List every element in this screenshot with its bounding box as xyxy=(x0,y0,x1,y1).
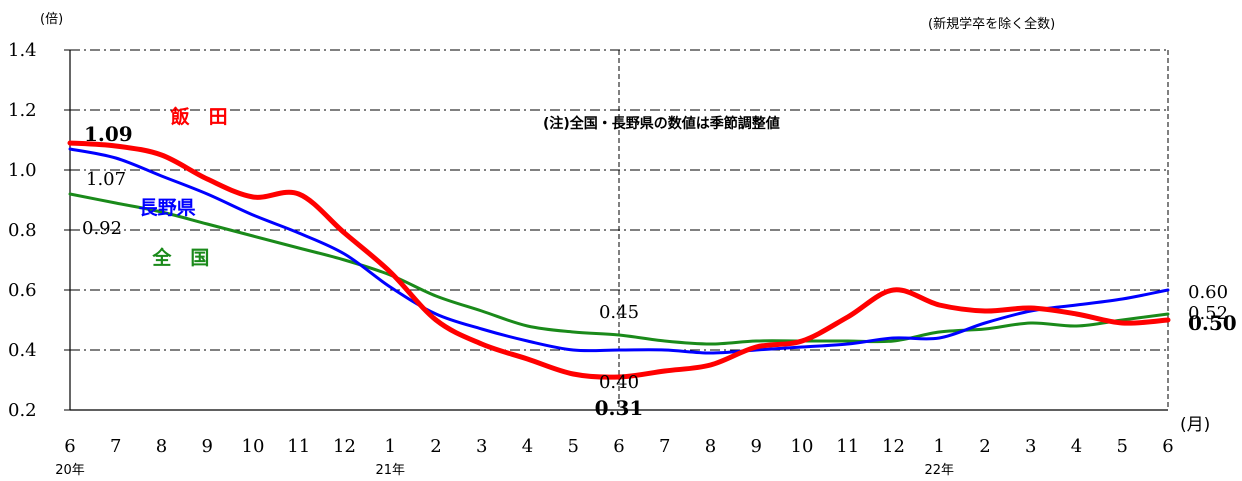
x-tick-label: 7 xyxy=(110,436,121,457)
year-labels: 20年 21年 22年 xyxy=(55,463,954,478)
y-tick-label: 1.0 xyxy=(8,160,37,181)
year-label: 20年 xyxy=(55,463,85,478)
center-note: (注)全国・長野県の数値は季節調整値 xyxy=(543,115,780,132)
year-label: 22年 xyxy=(924,463,954,478)
y-tick-label: 0.2 xyxy=(8,400,37,421)
x-tick-label: 9 xyxy=(202,436,213,457)
x-tick-label: 2 xyxy=(979,436,990,457)
x-tick-label: 1 xyxy=(385,436,396,457)
x-tick-label: 2 xyxy=(430,436,441,457)
x-tick-label: 12 xyxy=(333,436,356,457)
y-tick-label: 0.8 xyxy=(8,220,37,241)
x-tick-label: 8 xyxy=(705,436,716,457)
data-label: 0.92 xyxy=(82,218,122,239)
data-label: 0.31 xyxy=(595,396,644,420)
y-tick-label: 1.2 xyxy=(8,100,37,121)
data-label: 1.09 xyxy=(84,122,133,146)
data-labels: 1.09 1.07 0.92 0.45 0.40 0.31 0.600.520.50 xyxy=(82,122,1237,420)
y-tick-label: 1.4 xyxy=(8,40,37,61)
x-tick-label: 6 xyxy=(1162,436,1173,457)
data-label: 0.45 xyxy=(599,302,639,323)
x-tick-label: 4 xyxy=(1071,436,1082,457)
x-tick-label: 12 xyxy=(882,436,905,457)
y-tick-label: 0.6 xyxy=(8,280,37,301)
y-axis-unit-label: (倍) xyxy=(40,12,63,27)
data-label: 0.50 xyxy=(1188,311,1237,335)
x-tick-label: 5 xyxy=(1117,436,1128,457)
series-line-iida xyxy=(67,140,1171,380)
x-tick-labels: 6 7 8 9 10 11 12 1 2 3 4 5 6 7 8 9 10 11 12 1 2 3 4 5 6 xyxy=(64,436,1173,457)
grid-lines xyxy=(70,49,1169,410)
axes xyxy=(64,49,1168,411)
data-label: 0.60 xyxy=(1188,282,1228,303)
y-tick-labels: 0.2 0.4 0.6 0.8 1.0 1.2 1.4 xyxy=(8,40,37,421)
series-lines xyxy=(67,140,1171,380)
x-tick-label: 10 xyxy=(791,436,814,457)
x-tick-label: 11 xyxy=(836,436,859,457)
x-tick-label: 3 xyxy=(476,436,487,457)
series-label-iida: 飯 田 xyxy=(170,105,228,128)
x-tick-label: 4 xyxy=(522,436,533,457)
x-tick-label: 1 xyxy=(934,436,945,457)
series-line-national xyxy=(68,192,1170,346)
x-tick-label: 5 xyxy=(568,436,579,457)
data-label: 1.07 xyxy=(86,169,126,190)
x-tick-label: 11 xyxy=(287,436,310,457)
series-label-nagano: 長野県 xyxy=(139,197,196,219)
x-tick-label: 3 xyxy=(1025,436,1036,457)
x-tick-label: 9 xyxy=(751,436,762,457)
x-axis-unit-label: (月) xyxy=(1180,415,1210,435)
top-right-note: (新規学卒を除く全数) xyxy=(928,16,1055,32)
x-tick-label: 6 xyxy=(613,436,624,457)
x-tick-label: 8 xyxy=(156,436,167,457)
y-tick-label: 0.4 xyxy=(8,340,37,361)
year-label: 21年 xyxy=(375,463,405,478)
data-label: 0.52 xyxy=(1188,303,1228,324)
x-tick-label: 10 xyxy=(242,436,265,457)
data-label: 0.40 xyxy=(599,372,639,393)
series-label-national: 全 国 xyxy=(151,246,209,269)
series-line-nagano xyxy=(68,147,1170,355)
x-tick-label: 6 xyxy=(64,436,75,457)
x-tick-label: 7 xyxy=(659,436,670,457)
